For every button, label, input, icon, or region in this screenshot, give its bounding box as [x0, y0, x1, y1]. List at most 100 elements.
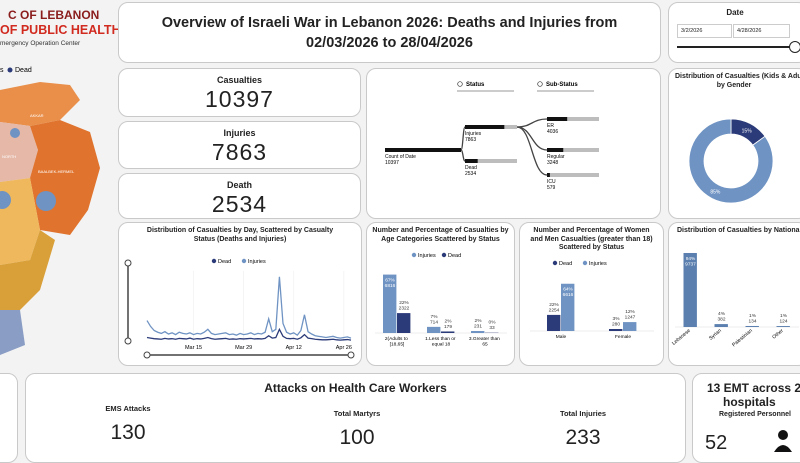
- percent-label: 22%: [399, 300, 409, 306]
- page-title: Overview of Israeli War in Lebanon 2026:…: [159, 13, 620, 53]
- bar: [547, 315, 560, 331]
- tree-link: [517, 127, 547, 175]
- value-label: 9737: [685, 261, 696, 267]
- tree-bar-bg: [547, 173, 599, 177]
- legend-label: Dead: [448, 253, 461, 259]
- value-label: 134: [748, 318, 756, 324]
- percent-label: 0%: [489, 320, 497, 326]
- chart-card: Number and Percentage of Casualties by A…: [366, 222, 515, 366]
- page: {"logo":{"line1":"C OF LEBANON","line2":…: [0, 0, 800, 450]
- stat-label: EMS Attacks: [105, 404, 150, 413]
- value-label: 2254: [549, 307, 560, 313]
- bar: [397, 313, 410, 333]
- logo-line: mergency Operation Center: [0, 40, 80, 47]
- date-input[interactable]: 4/28/2026: [733, 24, 790, 38]
- percent-label: 3%: [613, 316, 621, 322]
- value-label: 231: [474, 324, 482, 330]
- x-tick-label: Other: [771, 328, 785, 341]
- logo: C OF LEBANON OF PUBLIC HEALTH mergency O…: [0, 4, 112, 56]
- tree-link: [461, 150, 465, 161]
- value-label: 124: [779, 319, 787, 325]
- bar: [471, 331, 484, 333]
- legend-label: Injuries: [418, 253, 436, 259]
- value-label: 6816: [385, 283, 396, 289]
- kpi-value: 7863: [119, 139, 360, 166]
- slider-track[interactable]: [677, 46, 797, 48]
- legend-dot: [8, 68, 13, 73]
- x-tick-label: Mar 15: [185, 345, 202, 351]
- legend-marker: [412, 253, 416, 257]
- slider-handle[interactable]: [348, 352, 354, 358]
- node-value: 3248: [547, 160, 558, 166]
- value-label: 6616: [563, 292, 574, 298]
- value-label: 1247: [625, 315, 636, 321]
- x-tick-label: 1.Less than or equal 18: [425, 336, 457, 348]
- chart: 22%225464%6616Male3%28012%1247FemaleDead…: [520, 223, 663, 365]
- bar: [609, 329, 622, 331]
- bar: [715, 324, 728, 327]
- stat-label: Total Injuries: [560, 409, 606, 418]
- value-label: 280: [612, 322, 620, 328]
- x-tick-label: Lebanese: [671, 328, 692, 347]
- kpi-card: Casualties 10397: [118, 68, 361, 117]
- value-label: 382: [717, 317, 725, 323]
- percent-label: 2%: [445, 318, 453, 324]
- value-label: 15%: [742, 128, 753, 134]
- legend-label: Injuries: [248, 259, 266, 265]
- chart-card: Distribution of Casualties by Day, Scatt…: [118, 222, 362, 366]
- percent-label: 1%: [780, 313, 788, 319]
- region: [0, 82, 80, 126]
- x-tick-label: Mar 29: [235, 345, 252, 351]
- title-card: Overview of Israeli War in Lebanon 2026:…: [118, 2, 661, 63]
- chart-card: Distribution of Casualties by Nationa 94…: [668, 222, 800, 366]
- emt-title: 13 EMT across 21: [707, 381, 800, 395]
- map-legend: Dead: [15, 67, 32, 74]
- x-tick-label: 2(Adults to [18,65]: [385, 336, 409, 348]
- legend-marker: [583, 261, 587, 265]
- x-tick-label: Female: [615, 334, 631, 340]
- stat-value: 100: [334, 426, 381, 450]
- tree-bar: [465, 125, 504, 129]
- tree-link: [517, 119, 547, 127]
- chart-card: Distribution of Casualties (Kids & Adu b…: [668, 68, 800, 219]
- legend-label: Dead: [559, 261, 572, 267]
- slider-handle[interactable]: [144, 352, 150, 358]
- bar: [441, 331, 454, 333]
- stat: Total Injuries 233: [560, 409, 606, 450]
- date-filter: Date 3/2/2026 4/28/2026: [668, 2, 800, 63]
- map-marker: [36, 191, 56, 211]
- stat: Total Martyrs 100: [334, 409, 381, 450]
- legend-marker: [242, 259, 246, 263]
- node-value: 579: [547, 185, 556, 191]
- percent-label: 94%: [686, 256, 696, 262]
- region: [0, 310, 25, 355]
- slider-handle[interactable]: [789, 41, 800, 53]
- percent-label: 1%: [749, 313, 757, 319]
- bar: [777, 326, 790, 327]
- legend-marker: [442, 253, 446, 257]
- tree-header: Sub-Status: [546, 82, 578, 88]
- region: [30, 120, 100, 235]
- slider-handle[interactable]: [125, 338, 131, 344]
- line-series: [147, 329, 351, 340]
- tree-bar: [385, 148, 461, 152]
- x-tick-label: Male: [556, 334, 567, 340]
- stat-value: 233: [560, 426, 606, 450]
- kpi-card: Injuries 7863: [118, 121, 361, 169]
- chart: 94%9737Lebanese4%382Syrian1%134Palestini…: [669, 223, 800, 365]
- kpi-card: Death 2534: [118, 173, 361, 219]
- date-input[interactable]: 3/2/2026: [677, 24, 732, 38]
- emt-subtitle: Registered Personnel: [719, 411, 791, 418]
- slider-handle[interactable]: [125, 260, 131, 266]
- node-value: 4036: [547, 129, 558, 135]
- stat-value: 130: [105, 421, 150, 445]
- tree-link: [517, 127, 547, 150]
- value-label: 714: [430, 319, 438, 325]
- x-tick-label: Palestinian: [731, 328, 754, 348]
- map-label: AKKAR: [30, 113, 44, 118]
- tree-bar: [547, 117, 567, 121]
- node-value: 7863: [465, 137, 476, 143]
- tree-header: Status: [466, 82, 485, 88]
- filter-title: Date: [669, 8, 800, 17]
